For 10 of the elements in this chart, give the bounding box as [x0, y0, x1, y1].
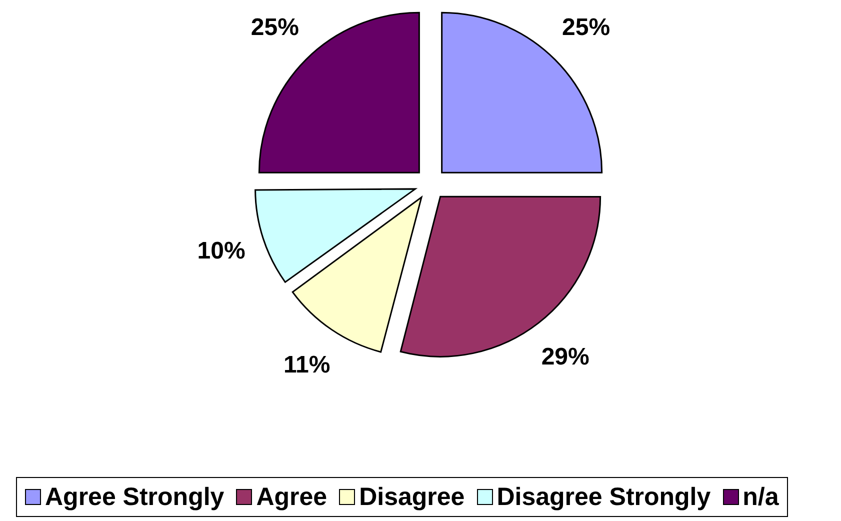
legend-label: Agree	[256, 482, 328, 512]
legend-label: Disagree Strongly	[496, 482, 711, 512]
legend-label: Agree Strongly	[45, 482, 224, 512]
data-label: 11%	[283, 352, 330, 379]
legend-label: n/a	[742, 482, 779, 512]
data-label: 25%	[562, 14, 610, 42]
data-label: 10%	[197, 238, 246, 265]
legend-label: Disagree	[359, 482, 465, 512]
data-label: 29%	[541, 343, 590, 370]
data-label: 25%	[250, 14, 299, 42]
